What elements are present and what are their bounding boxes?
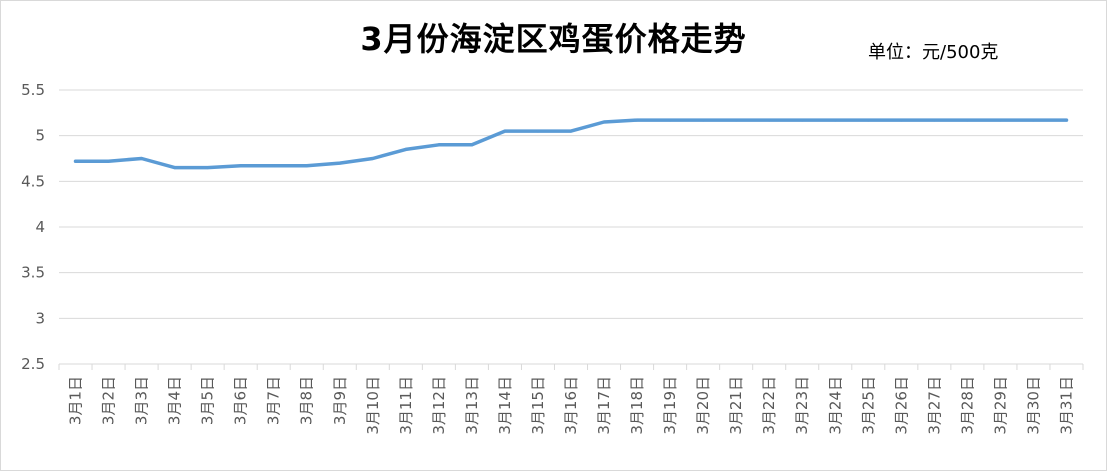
data-point	[899, 118, 903, 122]
data-point	[932, 118, 936, 122]
x-axis: 3月1日 3月2日 3月3日 3月4日 3月5日 3月6日 3月7日 3月8日 3月9日 3月10…	[58, 363, 1084, 435]
x-tick-label: 3月15日	[529, 376, 547, 435]
x-tick-label: 3月9日	[331, 376, 349, 425]
x-tick-label: 3月18日	[628, 376, 646, 435]
data-point	[668, 118, 672, 122]
data-point	[536, 129, 540, 133]
x-tick-label: 3月12日	[430, 376, 448, 435]
series-line	[73, 118, 1069, 170]
data-point	[206, 166, 210, 170]
y-axis-ticks: 5.5 5 4.5 4 3.5 3 2.5	[21, 81, 45, 373]
y-tick-label: 3.5	[21, 264, 45, 282]
data-point	[305, 164, 309, 168]
data-point	[338, 161, 342, 165]
x-tick-label: 3月13日	[463, 376, 481, 435]
x-tick-label: 3月2日	[100, 376, 118, 425]
data-point	[173, 166, 177, 170]
x-tick-label: 3月11日	[397, 376, 415, 435]
gridlines	[59, 89, 1083, 365]
x-tick-label: 3月31日	[1057, 376, 1075, 435]
x-tick-label: 3月24日	[826, 376, 844, 435]
x-tick-label: 3月14日	[496, 376, 514, 435]
data-point	[734, 118, 738, 122]
data-point	[404, 147, 408, 151]
data-point	[239, 164, 243, 168]
x-tick-label: 3月4日	[166, 376, 184, 425]
x-tick-label: 3月23日	[793, 376, 811, 435]
y-tick-label: 4.5	[21, 172, 45, 190]
data-point	[998, 118, 1002, 122]
data-point	[1064, 118, 1068, 122]
data-point	[569, 129, 573, 133]
x-tick-label: 3月1日	[67, 376, 85, 425]
data-point	[800, 118, 804, 122]
x-tick-label: 3月17日	[595, 376, 613, 435]
data-point	[602, 120, 606, 124]
data-point	[371, 157, 375, 160]
x-tick-label: 3月10日	[364, 376, 382, 435]
x-tick-label: 3月6日	[232, 376, 250, 425]
data-point	[767, 118, 771, 122]
x-tick-label: 3月7日	[265, 376, 283, 425]
y-tick-label: 5	[35, 127, 45, 145]
x-tick-label: 3月30日	[1024, 376, 1042, 435]
y-tick-label: 3	[35, 309, 45, 327]
series-layer	[73, 118, 1069, 170]
x-tick-label: 3月21日	[727, 376, 745, 435]
x-tick-label: 3月22日	[760, 376, 778, 435]
x-tick-label: 3月8日	[298, 376, 316, 425]
x-tick-label: 3月28日	[958, 376, 976, 435]
data-point	[833, 118, 837, 122]
data-point	[107, 159, 111, 163]
x-tick-label: 3月25日	[859, 376, 877, 435]
x-tick-label: 3月27日	[925, 376, 943, 435]
y-tick-label: 4	[35, 218, 45, 236]
x-tick-label: 3月19日	[661, 376, 679, 435]
data-point	[503, 129, 507, 133]
data-point	[1031, 118, 1035, 122]
data-point	[272, 164, 276, 168]
x-tick-label: 3月20日	[694, 376, 712, 435]
data-point	[635, 118, 639, 122]
x-tick-label: 3月3日	[133, 376, 151, 425]
data-point	[74, 159, 78, 163]
data-point	[965, 118, 969, 122]
data-point	[470, 143, 474, 147]
x-tick-label: 3月16日	[562, 376, 580, 435]
data-point	[866, 118, 870, 122]
x-tick-label: 3月5日	[199, 376, 217, 425]
x-tick-label: 3月29日	[991, 376, 1009, 435]
data-point	[140, 157, 144, 160]
unit-label: 单位：元/500克	[868, 42, 999, 63]
y-tick-label: 2.5	[21, 355, 45, 373]
y-tick-label: 5.5	[21, 81, 45, 99]
data-point	[437, 143, 441, 147]
x-tick-label: 3月26日	[892, 376, 910, 435]
data-point	[701, 118, 705, 122]
chart-title: 3月份海淀区鸡蛋价格走势	[360, 20, 747, 58]
